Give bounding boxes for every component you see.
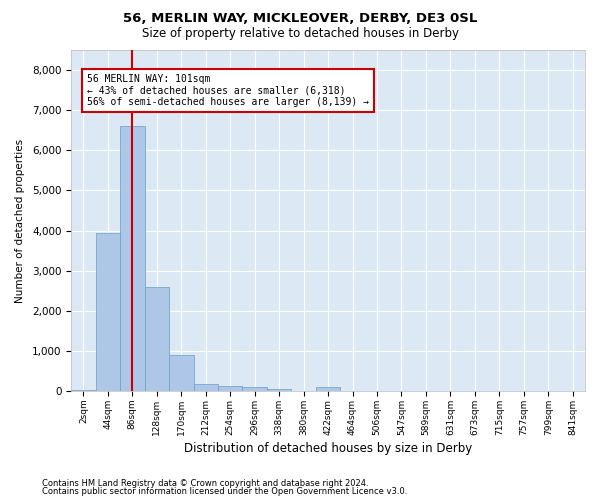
X-axis label: Distribution of detached houses by size in Derby: Distribution of detached houses by size …	[184, 442, 472, 455]
Text: 56 MERLIN WAY: 101sqm
← 43% of detached houses are smaller (6,318)
56% of semi-d: 56 MERLIN WAY: 101sqm ← 43% of detached …	[87, 74, 369, 108]
Text: 56, MERLIN WAY, MICKLEOVER, DERBY, DE3 0SL: 56, MERLIN WAY, MICKLEOVER, DERBY, DE3 0…	[123, 12, 477, 26]
Bar	[95, 232, 120, 391]
Text: Contains HM Land Registry data © Crown copyright and database right 2024.: Contains HM Land Registry data © Crown c…	[42, 478, 368, 488]
Text: Contains public sector information licensed under the Open Government Licence v3: Contains public sector information licen…	[42, 487, 407, 496]
Y-axis label: Number of detached properties: Number of detached properties	[15, 138, 25, 302]
Text: Size of property relative to detached houses in Derby: Size of property relative to detached ho…	[142, 28, 458, 40]
Bar	[71, 390, 95, 391]
Bar	[316, 386, 340, 391]
Bar	[242, 387, 267, 391]
Bar	[218, 386, 242, 391]
Bar	[145, 286, 169, 391]
Bar	[120, 126, 145, 391]
Bar	[194, 384, 218, 391]
Bar	[267, 388, 292, 391]
Bar	[169, 355, 194, 391]
